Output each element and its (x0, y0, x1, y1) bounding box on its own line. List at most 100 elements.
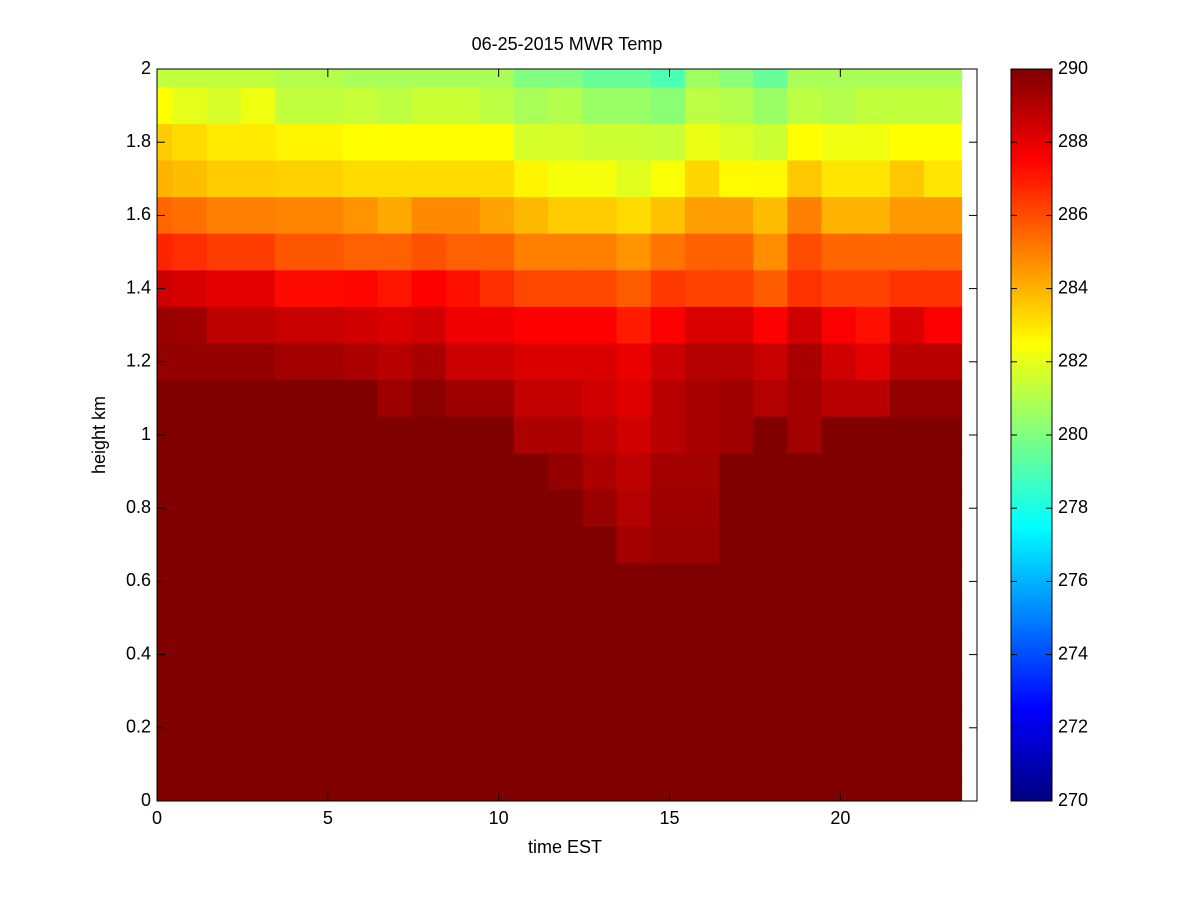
heat-cell (821, 599, 857, 637)
heat-cell (377, 489, 413, 527)
heat-cell (274, 197, 310, 235)
heat-cell (616, 123, 652, 161)
heat-cell (889, 233, 925, 271)
heat-cell (157, 599, 173, 637)
heat-cell (650, 709, 686, 747)
heat-cell (479, 160, 515, 198)
heat-cell (719, 306, 754, 344)
heat-cell (172, 160, 208, 198)
heat-cell (684, 709, 720, 747)
heat-cell (753, 380, 788, 418)
heat-cell (445, 306, 481, 344)
heat-cell (821, 526, 857, 564)
heat-cell (377, 599, 413, 637)
heat-cell (445, 233, 481, 271)
x-tick-label: 15 (659, 808, 679, 828)
heat-cell (343, 453, 378, 491)
heat-cell (206, 636, 242, 674)
heat-cell (157, 160, 173, 198)
heat-cell (582, 453, 618, 491)
heat-cell (855, 233, 891, 271)
heat-cell (377, 709, 413, 747)
heat-cell (582, 69, 618, 88)
heat-cell (719, 453, 754, 491)
heat-cell (343, 709, 378, 747)
heat-cell (684, 599, 720, 637)
heat-cell (889, 270, 925, 308)
heat-cell (309, 69, 344, 88)
heat-cell (343, 233, 378, 271)
heat-cell (924, 563, 963, 601)
heat-cell (787, 526, 823, 564)
heat-cell (343, 69, 378, 88)
heat-cell (548, 233, 583, 271)
heat-cell (206, 306, 242, 344)
heat-cell (274, 672, 310, 710)
heat-cell (924, 197, 963, 235)
heat-cell (172, 636, 208, 674)
heat-cell (855, 599, 891, 637)
heat-cell (514, 672, 549, 710)
heat-cell (821, 416, 857, 454)
heat-cell (889, 526, 925, 564)
heat-cell (343, 123, 378, 161)
heat-cell (445, 87, 481, 125)
heat-cell (240, 306, 276, 344)
heat-cell (240, 69, 276, 88)
heat-cell (889, 160, 925, 198)
heat-cell (343, 197, 378, 235)
heat-cell (274, 233, 310, 271)
heat-cell (377, 87, 413, 125)
heat-cell (445, 672, 481, 710)
heat-cell (889, 489, 925, 527)
heat-cell (821, 270, 857, 308)
heat-cell (377, 526, 413, 564)
colorbar-tick-label: 274 (1058, 643, 1088, 663)
heat-cell (377, 233, 413, 271)
heat-cell (479, 563, 515, 601)
heat-cell (274, 306, 310, 344)
heat-cell (274, 270, 310, 308)
heat-cell (514, 709, 549, 747)
heat-cell (479, 746, 515, 784)
heat-cell (616, 270, 652, 308)
heat-cell (411, 453, 447, 491)
heat-cell (684, 306, 720, 344)
heat-cell (377, 270, 413, 308)
heat-cell (548, 599, 583, 637)
heat-cell (411, 343, 447, 381)
heat-cell (787, 672, 823, 710)
heat-cell (650, 69, 686, 88)
heat-cell (548, 343, 583, 381)
heat-cell (787, 416, 823, 454)
heat-cell (684, 453, 720, 491)
heat-cell (889, 123, 925, 161)
heat-cell (514, 87, 549, 125)
heat-cell (753, 489, 788, 527)
heat-cell (240, 380, 276, 418)
heat-cell (787, 709, 823, 747)
heat-cell (684, 563, 720, 601)
heatmap (157, 69, 963, 802)
heat-cell (157, 782, 173, 802)
heat-cell (821, 636, 857, 674)
heat-cell (479, 87, 515, 125)
heat-cell (855, 672, 891, 710)
heat-cell (787, 160, 823, 198)
heat-cell (924, 233, 963, 271)
heat-cell (548, 453, 583, 491)
heat-cell (274, 453, 310, 491)
heat-cell (650, 233, 686, 271)
heat-cell (889, 343, 925, 381)
colorbar-tick-label: 270 (1058, 790, 1088, 810)
heat-cell (206, 526, 242, 564)
heat-cell (479, 233, 515, 271)
heat-cell (719, 526, 754, 564)
x-tick-label: 0 (152, 808, 162, 828)
heat-cell (616, 599, 652, 637)
heat-cell (684, 69, 720, 88)
heat-cell (684, 160, 720, 198)
y-tick-label: 0 (141, 790, 151, 810)
heat-cell (445, 526, 481, 564)
heat-cell (582, 416, 618, 454)
